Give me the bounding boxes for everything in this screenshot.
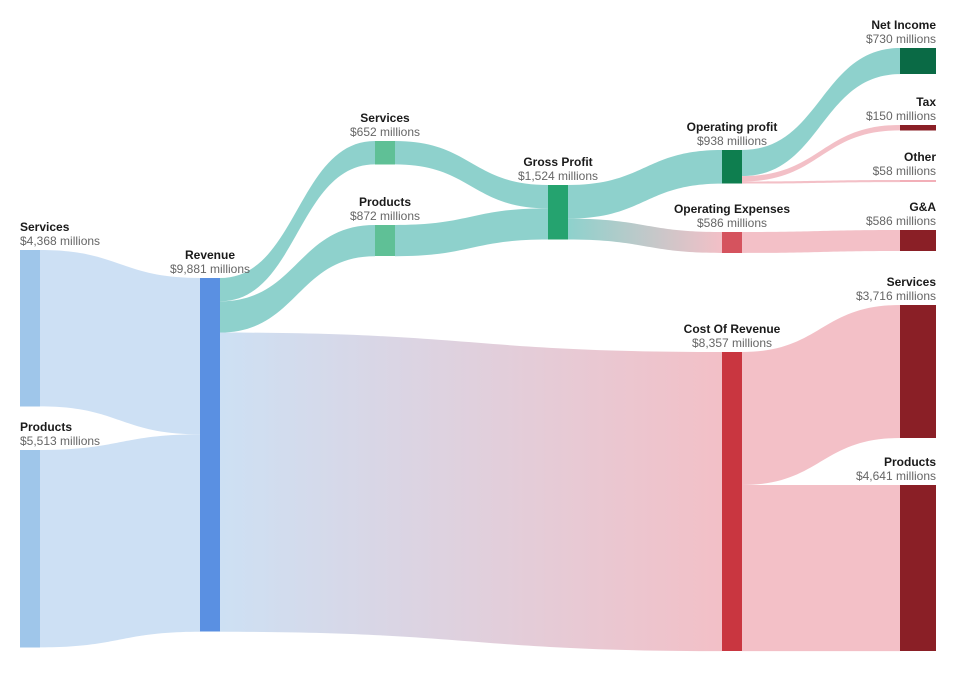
- flow-revenue-to-cost-of-revenue[interactable]: [220, 332, 722, 652]
- node-operating-expenses[interactable]: [722, 232, 742, 253]
- node-label-tax: Tax: [916, 95, 936, 109]
- node-services-gp[interactable]: [375, 141, 395, 165]
- flow-products-src-to-revenue[interactable]: [40, 434, 200, 648]
- node-value-services-cor: $3,716 millions: [856, 289, 936, 303]
- node-label-operating-expenses: Operating Expenses: [674, 202, 790, 216]
- flow-revenue-to-services-gp[interactable]: [220, 141, 375, 302]
- node-products-src[interactable]: [20, 450, 40, 648]
- node-revenue[interactable]: [200, 278, 220, 632]
- flow-cost-of-revenue-to-products-cor[interactable]: [742, 485, 900, 652]
- node-value-other: $58 millions: [873, 164, 936, 178]
- flow-gross-profit-to-operating-expenses[interactable]: [568, 218, 722, 253]
- node-other[interactable]: [900, 180, 936, 183]
- node-label-operating-profit: Operating profit: [687, 120, 778, 134]
- node-label-services-gp: Services: [360, 111, 410, 125]
- node-operating-profit[interactable]: [722, 150, 742, 184]
- flow-layer: [40, 48, 900, 652]
- node-layer: [20, 48, 936, 652]
- node-value-cost-of-revenue: $8,357 millions: [692, 336, 772, 350]
- node-services-cor[interactable]: [900, 305, 936, 439]
- node-ga[interactable]: [900, 230, 936, 251]
- node-label-services-cor: Services: [887, 275, 937, 289]
- node-tax[interactable]: [900, 125, 936, 131]
- node-value-operating-profit: $938 millions: [697, 134, 767, 148]
- node-value-net-income: $730 millions: [866, 32, 936, 46]
- node-label-net-income: Net Income: [871, 18, 936, 32]
- node-cost-of-revenue[interactable]: [722, 352, 742, 652]
- node-value-revenue: $9,881 millions: [170, 262, 250, 276]
- flow-operating-profit-to-tax[interactable]: [742, 125, 900, 182]
- node-label-cost-of-revenue: Cost Of Revenue: [684, 322, 781, 336]
- node-gross-profit[interactable]: [548, 185, 568, 240]
- flow-services-gp-to-gross-profit[interactable]: [395, 141, 548, 209]
- node-services-src[interactable]: [20, 250, 40, 407]
- node-label-gross-profit: Gross Profit: [523, 155, 592, 169]
- flow-cost-of-revenue-to-services-cor[interactable]: [742, 305, 900, 486]
- flow-operating-expenses-to-ga[interactable]: [742, 230, 900, 253]
- node-label-revenue: Revenue: [185, 248, 235, 262]
- node-label-services-src: Services: [20, 220, 70, 234]
- flow-operating-profit-to-other[interactable]: [742, 180, 900, 184]
- flow-operating-profit-to-net-income[interactable]: [742, 48, 900, 177]
- node-value-products-gp: $872 millions: [350, 209, 420, 223]
- node-products-gp[interactable]: [375, 225, 395, 257]
- node-value-operating-expenses: $586 millions: [697, 216, 767, 230]
- node-label-ga: G&A: [909, 200, 936, 214]
- node-label-products-gp: Products: [359, 195, 411, 209]
- flow-services-src-to-revenue[interactable]: [40, 250, 200, 435]
- node-value-products-src: $5,513 millions: [20, 434, 100, 448]
- node-value-gross-profit: $1,524 millions: [518, 169, 598, 183]
- node-net-income[interactable]: [900, 48, 936, 75]
- node-value-services-src: $4,368 millions: [20, 234, 100, 248]
- node-value-ga: $586 millions: [866, 214, 936, 228]
- node-label-products-cor: Products: [884, 455, 936, 469]
- flow-gross-profit-to-operating-profit[interactable]: [568, 150, 722, 219]
- node-value-tax: $150 millions: [866, 109, 936, 123]
- node-products-cor[interactable]: [900, 485, 936, 652]
- flow-products-gp-to-gross-profit[interactable]: [395, 208, 548, 257]
- flow-revenue-to-products-gp[interactable]: [220, 225, 375, 333]
- node-label-products-src: Products: [20, 420, 72, 434]
- node-value-products-cor: $4,641 millions: [856, 469, 936, 483]
- node-value-services-gp: $652 millions: [350, 125, 420, 139]
- node-label-other: Other: [904, 150, 936, 164]
